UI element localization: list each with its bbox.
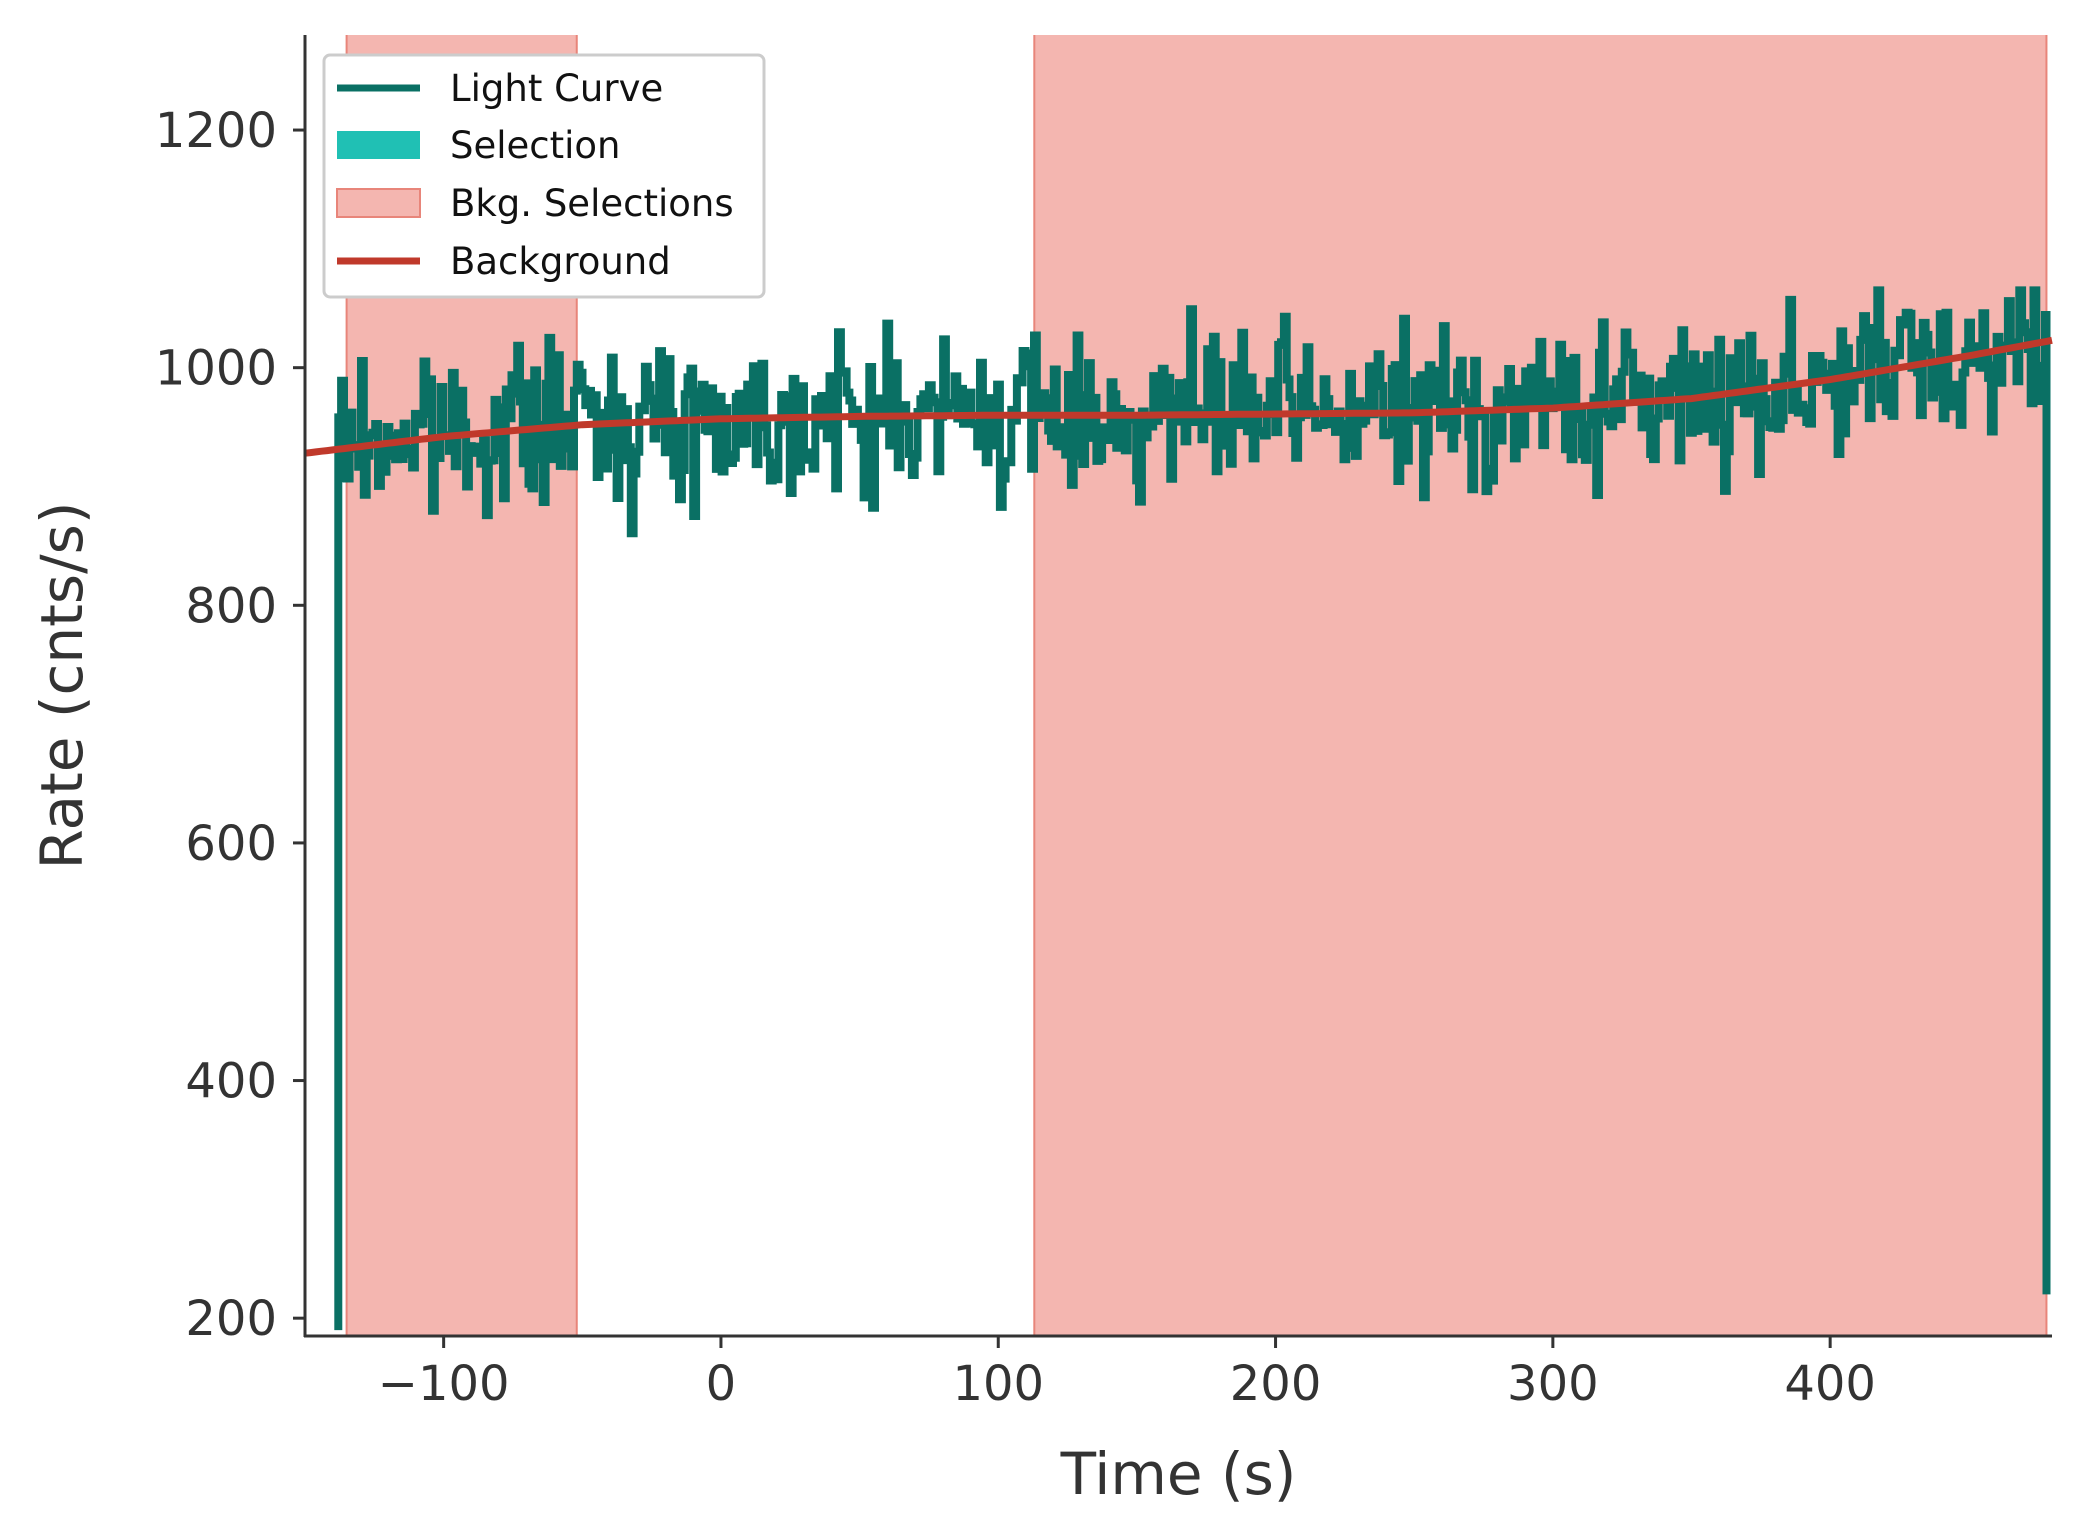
axes <box>303 35 2052 1338</box>
legend-entry-bkg-selections: Bkg. Selections <box>336 182 734 225</box>
legend-label-selection: Selection <box>450 124 621 167</box>
y-tick-label: 400 <box>185 1054 277 1110</box>
y-axis-label: Rate (cnts/s) <box>28 501 96 869</box>
legend-label-background: Background <box>450 240 671 283</box>
background-model-series <box>304 336 2053 457</box>
legend-entry-selection: Selection <box>337 124 621 167</box>
light-curve-series <box>334 286 2051 1331</box>
x-tick-label: 200 <box>1230 1356 1322 1412</box>
x-axis-ticks: −100 0 100 200 300 400 <box>378 1336 1876 1412</box>
legend-swatch-bkg-selections <box>336 188 421 218</box>
legend: Light Curve Selection Bkg. Selections Ba… <box>322 53 766 299</box>
y-tick-label: 1000 <box>155 341 277 397</box>
legend-label-bkg-selections: Bkg. Selections <box>450 182 734 225</box>
background-selection-region-1 <box>1034 35 2047 1336</box>
y-axis-ticks: 200 400 600 800 1000 1200 <box>155 103 305 1347</box>
legend-box <box>322 53 766 299</box>
x-tick-label: 0 <box>706 1356 737 1412</box>
x-tick-label: −100 <box>378 1356 510 1412</box>
y-tick-label: 200 <box>185 1291 277 1347</box>
x-axis-label: Time (s) <box>1060 1440 1297 1508</box>
y-tick-label: 600 <box>185 816 277 872</box>
legend-swatch-selection <box>337 131 420 159</box>
x-tick-label: 300 <box>1507 1356 1599 1412</box>
x-tick-label: 100 <box>952 1356 1044 1412</box>
x-tick-label: 400 <box>1784 1356 1876 1412</box>
background-model-line <box>304 336 2053 457</box>
y-tick-label: 800 <box>185 578 277 634</box>
legend-label-light-curve: Light Curve <box>450 67 663 110</box>
legend-entry-background: Background <box>337 240 671 283</box>
light-curve-line <box>334 286 2051 1331</box>
y-tick-label: 1200 <box>155 103 277 159</box>
legend-entry-light-curve: Light Curve <box>337 67 663 110</box>
